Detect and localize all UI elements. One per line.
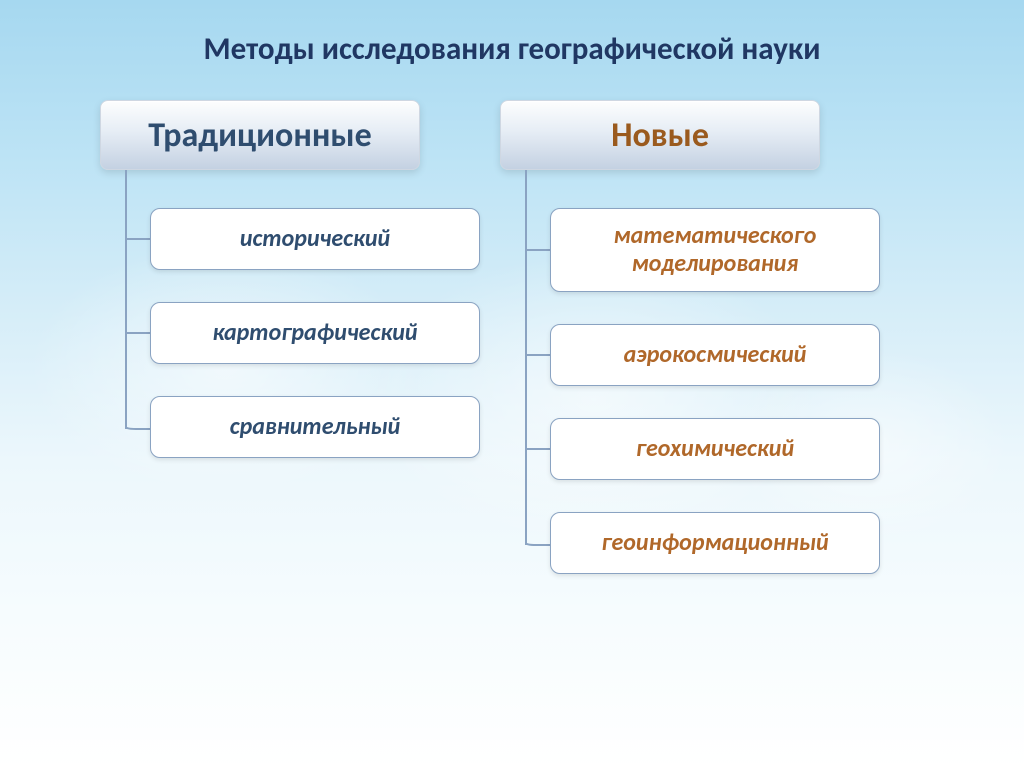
item-geochemical: геохимический [550, 418, 880, 480]
branch-new: Новые математического моделирования аэро… [500, 100, 880, 606]
methods-diagram: Традиционные исторический картографическ… [0, 100, 1024, 768]
item-historical: исторический [150, 208, 480, 270]
item-geoinformation: геоинформационный [550, 512, 880, 574]
children-traditional: исторический картографический сравнитель… [150, 208, 480, 458]
children-new: математического моделирования аэрокосмич… [550, 208, 880, 574]
item-math-modeling: математического моделирования [550, 208, 880, 292]
page-title: Методы исследования географической науки [0, 30, 1024, 68]
branch-traditional: Традиционные исторический картографическ… [100, 100, 480, 490]
item-comparative: сравнительный [150, 396, 480, 458]
item-aerospace: аэрокосмический [550, 324, 880, 386]
branch-header-traditional: Традиционные [100, 100, 420, 170]
item-cartographic: картографический [150, 302, 480, 364]
branch-header-new: Новые [500, 100, 820, 170]
